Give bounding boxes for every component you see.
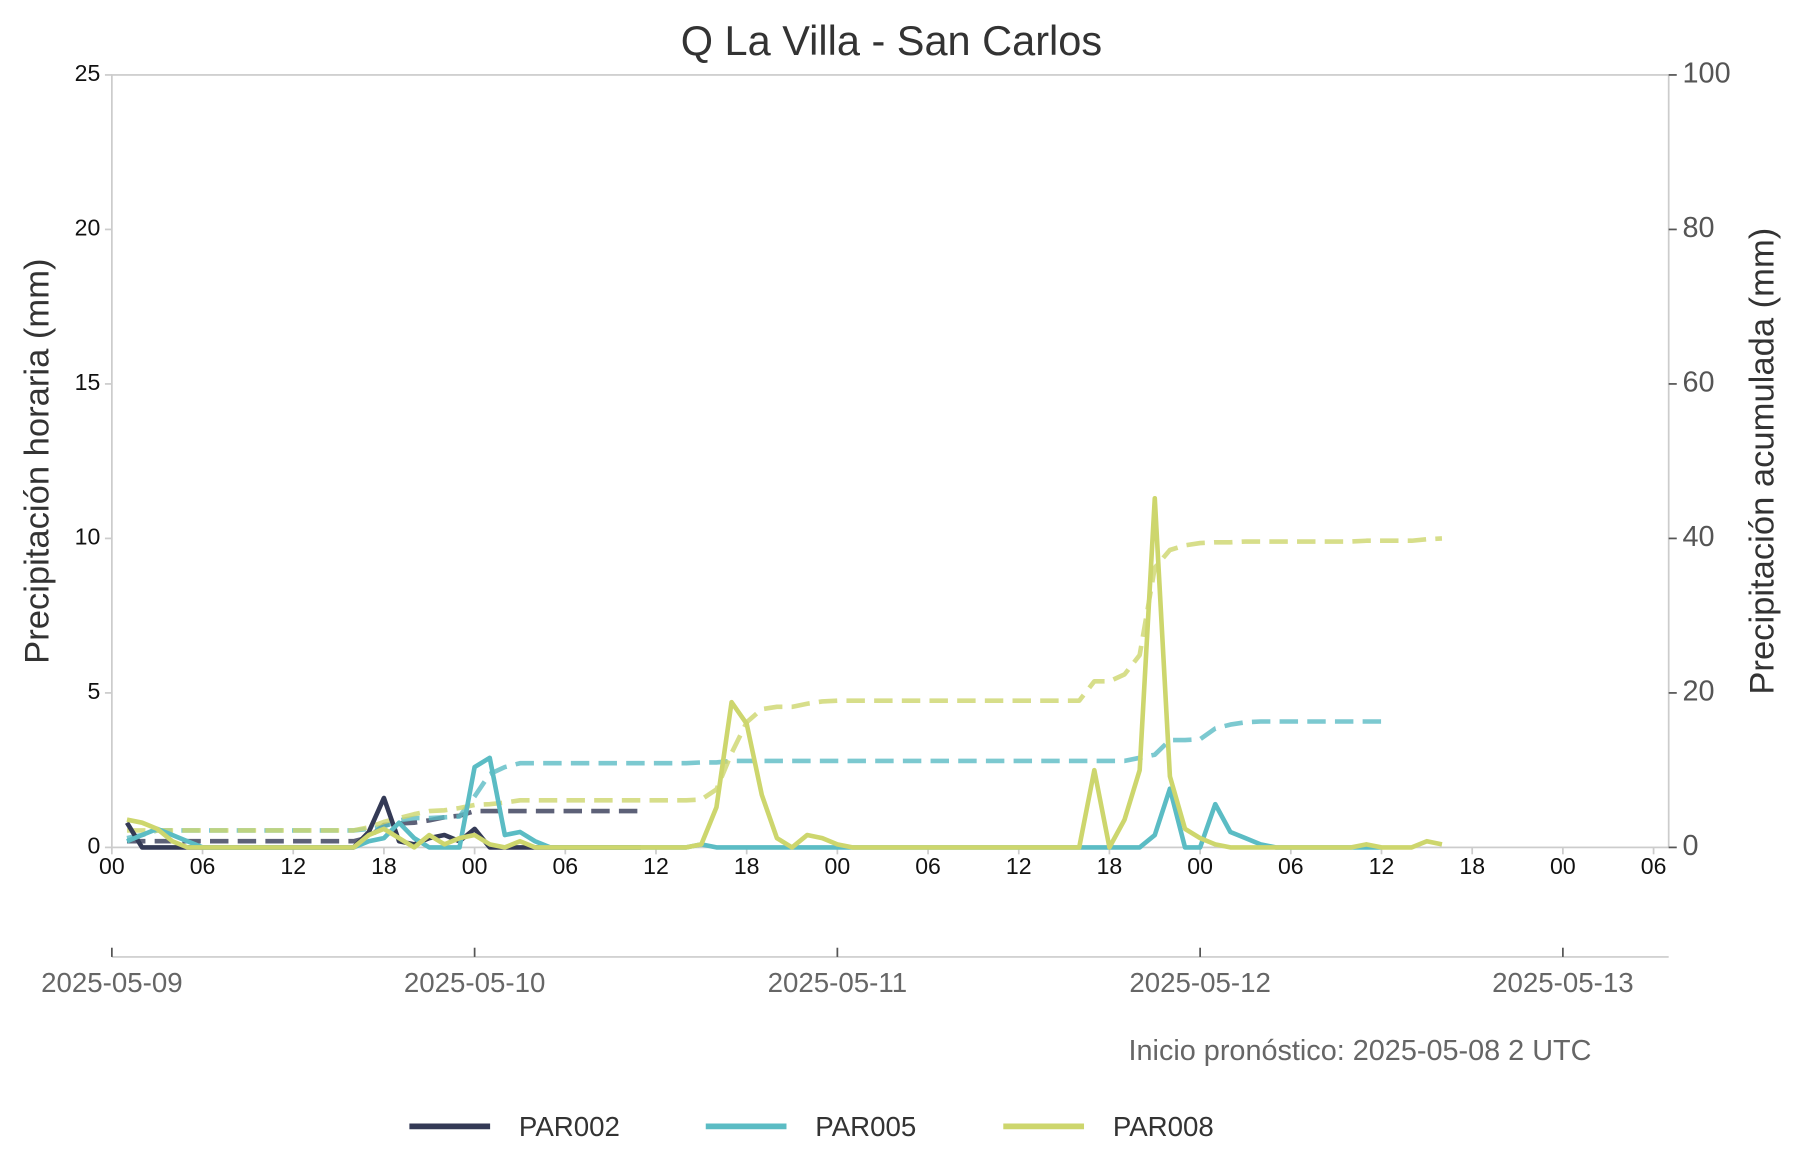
x-tick-label: 06 [190, 853, 216, 879]
y2-tick-label: 80 [1683, 212, 1715, 244]
x-tick-label: 06 [915, 853, 941, 879]
annotation: Inicio pronóstico: 2025-05-08 2 UTC [1129, 1035, 1592, 1067]
y2-tick-label: 20 [1683, 676, 1715, 708]
y-tick-label: 20 [75, 215, 101, 241]
legend-label: PAR002 [519, 1111, 620, 1142]
x-tick-label: 12 [280, 853, 306, 879]
x-tick-label: 12 [1006, 853, 1032, 879]
y-axis-label: Precipitación horaria (mm) [18, 258, 56, 663]
x-tick-label: 12 [1369, 853, 1395, 879]
x-tick-label: 06 [552, 853, 578, 879]
y2-tick-label: 100 [1683, 58, 1731, 90]
y-tick-label: 0 [87, 833, 100, 859]
x-tick-label: 00 [825, 853, 851, 879]
date-tick-label: 2025-05-13 [1492, 967, 1633, 998]
x-tick-label: 18 [1097, 853, 1123, 879]
x-tick-label: 00 [99, 853, 125, 879]
x-tick-label: 18 [734, 853, 760, 879]
y-tick-label: 25 [75, 60, 101, 86]
y2-tick-label: 40 [1683, 521, 1715, 553]
x-tick-label: 06 [1641, 853, 1667, 879]
x-tick-label: 18 [1459, 853, 1485, 879]
legend-label: PAR008 [1113, 1111, 1214, 1142]
y2-tick-label: 0 [1683, 830, 1699, 862]
hourly-line [126, 495, 1443, 850]
x-tick-label: 00 [462, 853, 488, 879]
chart-title: Q La Villa - San Carlos [681, 17, 1102, 64]
legend-label: PAR005 [815, 1111, 916, 1142]
y-tick-label: 5 [87, 678, 100, 704]
x-tick-label: 06 [1278, 853, 1304, 879]
y2-tick-label: 60 [1683, 367, 1715, 399]
date-tick-label: 2025-05-11 [768, 967, 907, 998]
x-tick-label: 12 [643, 853, 669, 879]
y-tick-label: 10 [75, 524, 101, 550]
date-tick-label: 2025-05-10 [404, 967, 545, 998]
x-tick-label: 18 [371, 853, 397, 879]
x-tick-label: 00 [1187, 853, 1213, 879]
y2-axis-label: Precipitación acumulada (mm) [1744, 228, 1782, 695]
cumulative-line [126, 536, 1443, 833]
date-tick-label: 2025-05-12 [1129, 967, 1270, 998]
date-tick-label: 2025-05-09 [41, 967, 182, 998]
x-tick-label: 00 [1550, 853, 1576, 879]
y-tick-label: 15 [75, 369, 101, 395]
